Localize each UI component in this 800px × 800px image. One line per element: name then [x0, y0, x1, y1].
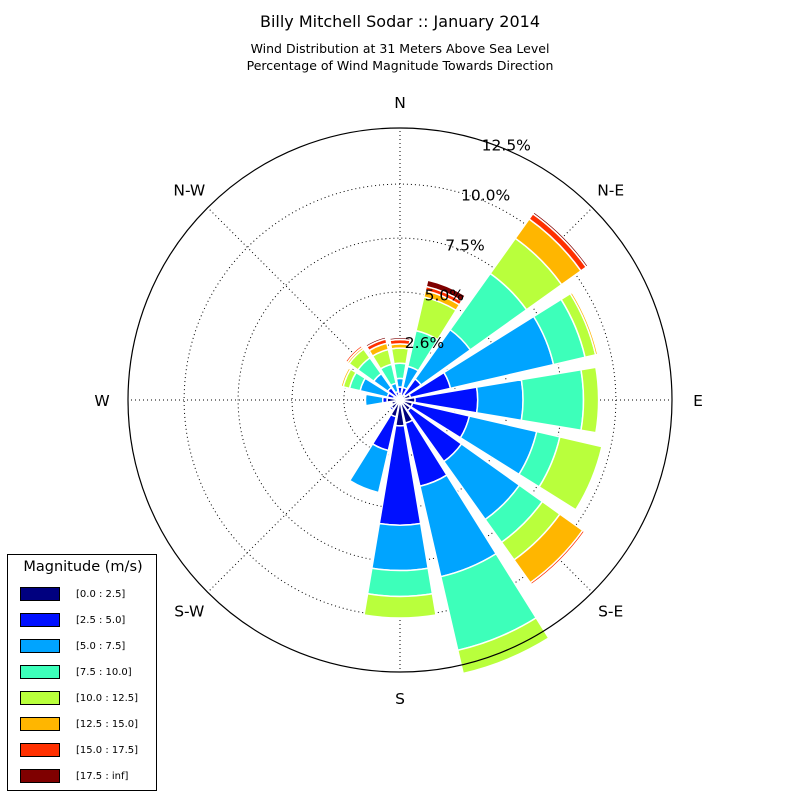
legend-label: [7.5 : 10.0] — [76, 667, 132, 678]
direction-label-n-e: N-E — [597, 181, 624, 199]
bar-dir337.5-bin7 — [364, 336, 387, 348]
direction-label-s: S — [395, 690, 405, 708]
bar-dir135-bin6 — [529, 529, 586, 586]
direction-label-n-w: N-W — [173, 181, 205, 199]
bar-dir0-bin7 — [388, 336, 412, 342]
legend-swatch — [20, 665, 60, 679]
legend-swatch — [20, 769, 60, 783]
bar-dir225-bin1 — [388, 405, 395, 412]
radial-tick-label: 7.5% — [445, 236, 484, 254]
direction-label-n: N — [394, 94, 406, 112]
bar-dir90-bin3 — [520, 368, 585, 432]
bar-dir180-bin4 — [363, 592, 437, 619]
direction-label-s-e: S-E — [598, 603, 623, 621]
radial-tick-label: 2.6% — [405, 334, 444, 352]
legend-swatch — [20, 639, 60, 653]
angular-gridline-7 — [207, 207, 401, 401]
outer-circle — [127, 127, 673, 673]
radial-tick-label: 5.0% — [425, 286, 464, 304]
radial-tick-label: 10.0% — [461, 187, 510, 205]
legend-swatch — [20, 717, 60, 731]
bar-dir0-bin3 — [393, 362, 407, 380]
legend-label: [10.0 : 12.5] — [76, 693, 139, 704]
legend-label: [12.5 : 15.0] — [76, 719, 139, 730]
angular-gridline-5 — [207, 399, 401, 593]
bar-dir67.5-bin5 — [569, 291, 599, 356]
bar-dir292.5-bin5 — [340, 366, 352, 388]
legend-label: [0.0 : 2.5] — [76, 589, 126, 600]
legend-swatch — [20, 613, 60, 627]
bar-dir270-bin2 — [364, 393, 384, 407]
bar-dir315-bin6 — [344, 344, 364, 364]
legend-label: [2.5 : 5.0] — [76, 615, 126, 626]
bar-dir112.5-bin4 — [538, 436, 603, 511]
legend: Magnitude (m/s) [0.0 : 2.5] [2.5 : 5.0] [5… — [7, 554, 157, 791]
bar-dir22.5-bin7 — [425, 279, 467, 303]
direction-label-s-w: S-W — [174, 603, 204, 621]
direction-label-w: W — [94, 392, 109, 410]
chart-subtitle-line1: Wind Distribution at 31 Meters Above Sea… — [250, 41, 550, 56]
bar-dir180-bin2 — [370, 522, 430, 572]
bar-dir45-bin7 — [531, 210, 590, 269]
chart-subtitle-line2: Percentage of Wind Magnitude Towards Dir… — [246, 58, 554, 73]
legend-swatch — [20, 691, 60, 705]
bar-dir202.5-bin2 — [348, 442, 390, 494]
bar-dir90-bin4 — [580, 366, 600, 434]
legend-label: [17.5 : inf] — [76, 771, 129, 782]
chart-title: Billy Mitchell Sodar :: January 2014 — [259, 12, 541, 31]
radial-gridline-3 — [183, 183, 617, 617]
bar-dir90-bin2 — [475, 378, 524, 422]
bar-dir180-bin3 — [366, 567, 434, 598]
legend-label: [5.0 : 7.5] — [76, 641, 126, 652]
radial-tick-label: 12.5% — [482, 137, 531, 155]
legend-title: Magnitude (m/s) — [23, 559, 143, 575]
legend-swatch — [20, 743, 60, 757]
direction-label-e: E — [693, 392, 703, 410]
legend-swatch — [20, 587, 60, 601]
legend-label: [15.0 : 17.5] — [76, 745, 139, 756]
